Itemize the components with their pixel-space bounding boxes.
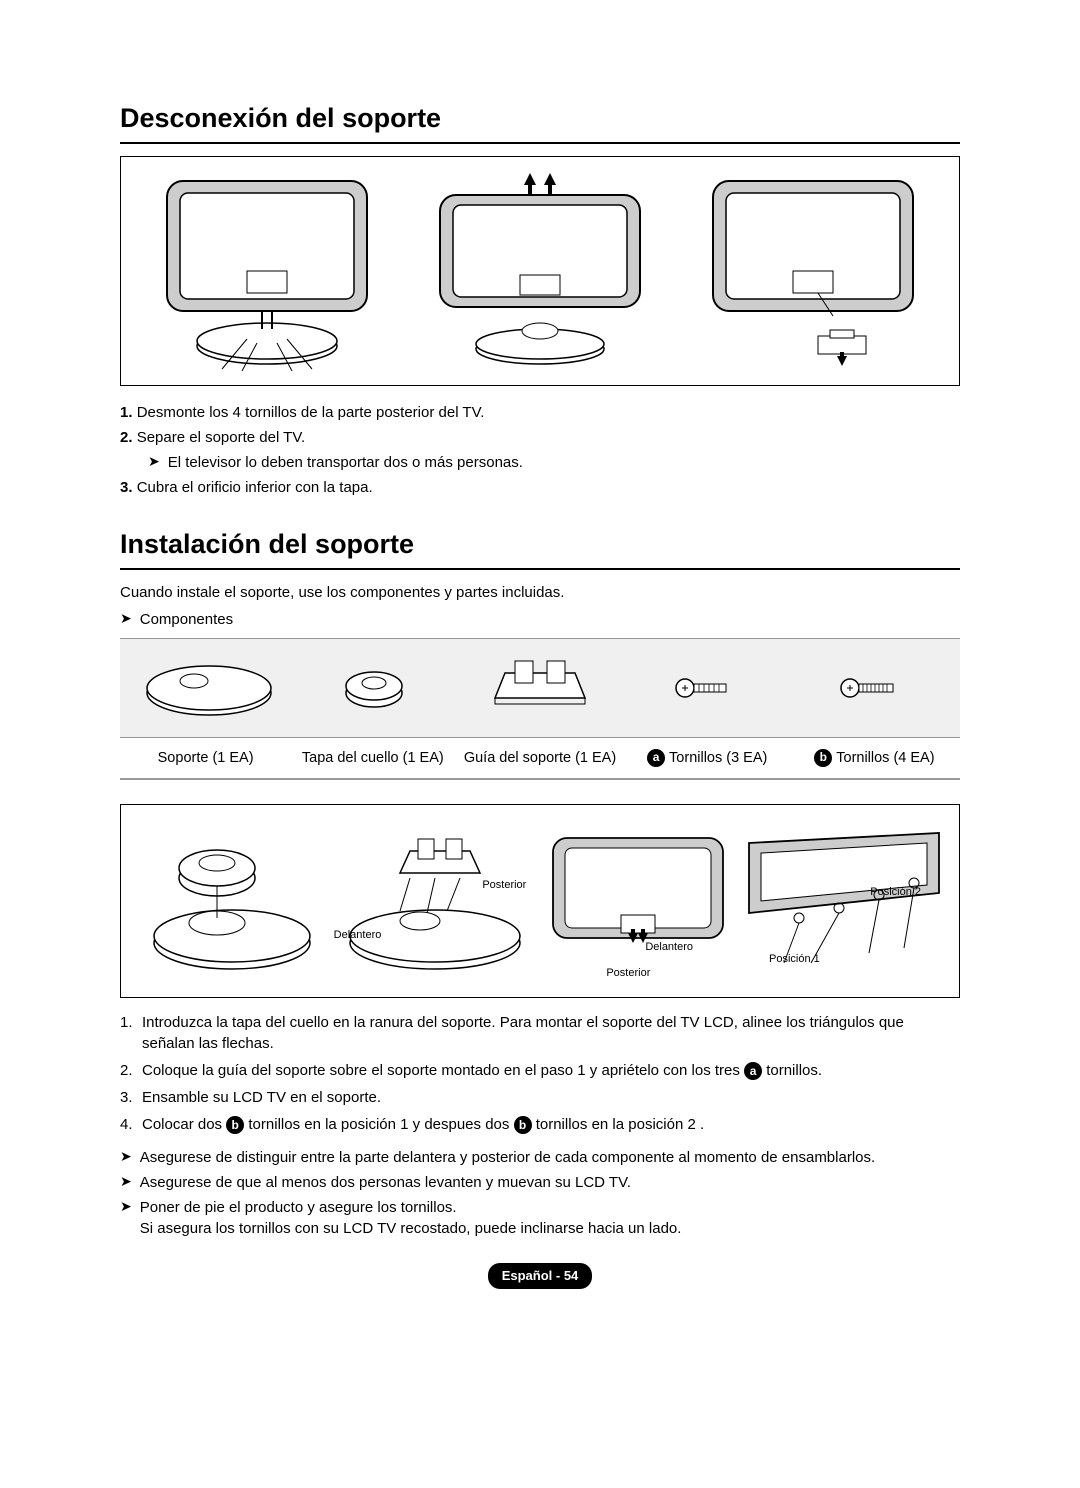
components-table: Soporte (1 EA) Tapa del cuello (1 EA) Gu… bbox=[120, 638, 960, 780]
instruction-list: 1.Introduzca la tapa del cuello en la ra… bbox=[120, 1012, 960, 1135]
comp-lbl-0: Soporte (1 EA) bbox=[122, 748, 289, 768]
step2-subnote: ➤ El televisor lo deben transportar dos o… bbox=[148, 452, 960, 473]
components-labels: Soporte (1 EA) Tapa del cuello (1 EA) Gu… bbox=[120, 738, 960, 779]
subnote-text: El televisor lo deben transportar dos o … bbox=[168, 452, 523, 473]
comp-lbl-2: Guía del soporte (1 EA) bbox=[456, 748, 623, 768]
step2-text: Separe el soporte del TV. bbox=[137, 429, 305, 446]
comp-lbl-1: Tapa del cuello (1 EA) bbox=[289, 748, 456, 768]
fig1-panel3 bbox=[698, 171, 928, 371]
page-badge: Español - 54 bbox=[488, 1263, 593, 1289]
instr1-text: Introduzca la tapa del cuello en la ranu… bbox=[142, 1012, 960, 1054]
step1-text: Desmonte los 4 tornillos de la parte pos… bbox=[137, 404, 485, 421]
note1: Asegurese de distinguir entre la parte d… bbox=[140, 1147, 875, 1168]
fig1-panel1 bbox=[152, 171, 382, 371]
comp-soporte-icon bbox=[139, 653, 279, 723]
lbl-posterior-1: Posterior bbox=[482, 878, 526, 893]
step1-num: 1. bbox=[120, 404, 133, 421]
step3-num: 3. bbox=[120, 479, 133, 496]
note2: Asegurese de que al menos dos personas l… bbox=[140, 1172, 631, 1193]
comp-lbl-3-text: Tornillos (3 EA) bbox=[669, 748, 767, 768]
instr2-text: Coloque la guía del soporte sobre el sop… bbox=[142, 1060, 822, 1081]
assembly-1-icon bbox=[147, 823, 317, 983]
arrow-icon: ➤ bbox=[120, 1147, 132, 1168]
step2-num: 2. bbox=[120, 429, 133, 446]
note3: Poner de pie el producto y asegure los t… bbox=[140, 1197, 682, 1239]
instr3-text: Ensamble su LCD TV en el soporte. bbox=[142, 1087, 381, 1108]
components-images bbox=[120, 639, 960, 738]
instr4-text: Colocar dos b tornillos en la posición 1… bbox=[142, 1114, 704, 1135]
lbl-posicion2: Posición 2 bbox=[870, 885, 921, 900]
section1-figure bbox=[120, 156, 960, 386]
arrow-icon: ➤ bbox=[120, 1197, 132, 1239]
instr4-num: 4. bbox=[120, 1114, 142, 1135]
assembly-figure: Posterior Delantero Delantero Posterior … bbox=[120, 804, 960, 998]
arrow-icon: ➤ bbox=[148, 452, 160, 472]
circle-b-icon: b bbox=[814, 749, 832, 767]
lbl-delantero-2: Delantero bbox=[645, 940, 693, 955]
comp-screw-a-icon bbox=[671, 668, 741, 708]
section1-steps: 1. Desmonte los 4 tornillos de la parte … bbox=[120, 402, 960, 498]
comp-lbl-4-text: Tornillos (4 EA) bbox=[836, 748, 934, 768]
circle-a-icon: a bbox=[647, 749, 665, 767]
comp-header-text: Componentes bbox=[140, 609, 233, 630]
comp-guia-icon bbox=[480, 653, 600, 723]
instr1-num: 1. bbox=[120, 1012, 142, 1054]
section2-intro: Cuando instale el soporte, use los compo… bbox=[120, 582, 960, 603]
instr2-num: 2. bbox=[120, 1060, 142, 1081]
lbl-posicion1: Posición 1 bbox=[769, 952, 820, 967]
arrow-icon: ➤ bbox=[120, 1172, 132, 1193]
fig1-panel2 bbox=[425, 171, 655, 371]
footer-notes: ➤ Asegurese de distinguir entre la parte … bbox=[120, 1147, 960, 1239]
comp-lbl-3: a Tornillos (3 EA) bbox=[624, 748, 791, 768]
section2-title: Instalación del soporte bbox=[120, 526, 960, 570]
comp-screw-b-icon bbox=[836, 668, 906, 708]
step3-text: Cubra el orificio inferior con la tapa. bbox=[137, 479, 373, 496]
section1-title: Desconexión del soporte bbox=[120, 100, 960, 144]
instr3-num: 3. bbox=[120, 1087, 142, 1108]
arrow-icon: ➤ bbox=[120, 609, 132, 629]
assembly-3-icon bbox=[543, 823, 733, 983]
comp-tapa-icon bbox=[339, 658, 409, 718]
comp-lbl-4: b Tornillos (4 EA) bbox=[791, 748, 958, 768]
comp-header: ➤ Componentes bbox=[120, 609, 960, 630]
lbl-posterior-2: Posterior bbox=[606, 966, 650, 981]
assembly-2-icon bbox=[335, 823, 535, 983]
lbl-delantero-1: Delantero bbox=[334, 928, 382, 943]
